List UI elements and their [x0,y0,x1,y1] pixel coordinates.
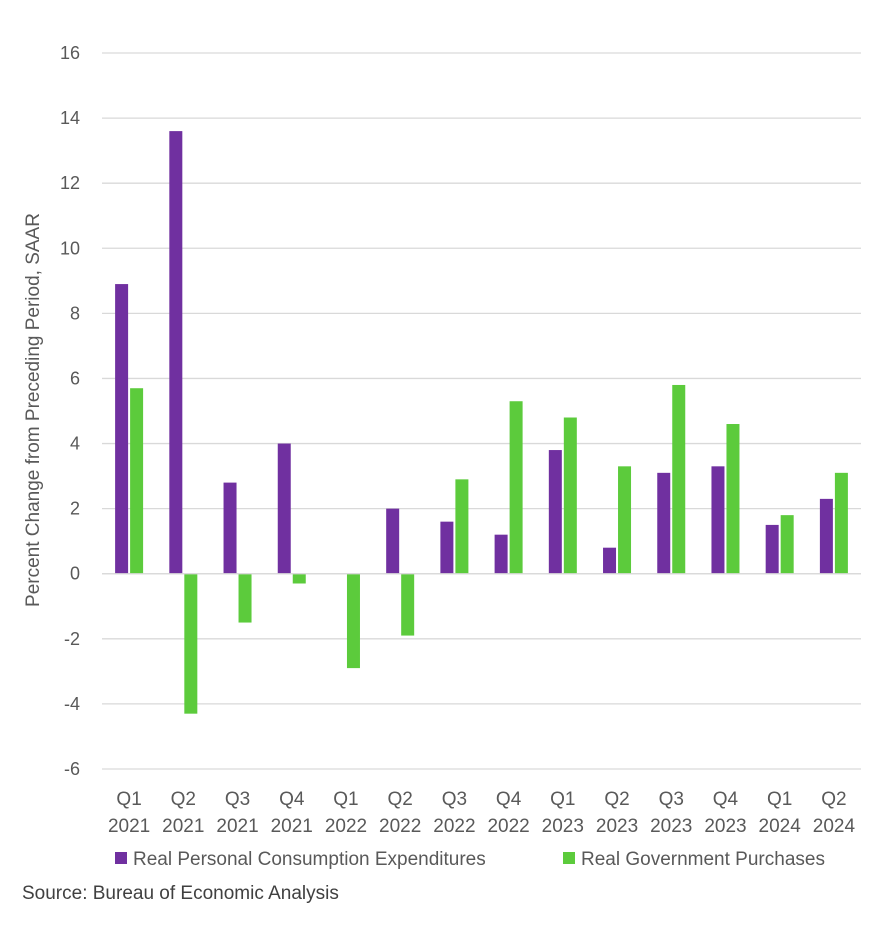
gov-bar [346,573,360,669]
gov-bar [618,466,632,574]
source-note: Source: Bureau of Economic Analysis [22,883,339,904]
x-axis-tick-labels: Q1 2021 Q2 2021 Q3 2021 Q4 2021 Q1 2022 Q2 2022 Q3 20… [108,789,855,837]
gov-bar [780,515,794,574]
legend: Real Personal Consumption Expenditures Re… [115,849,825,870]
gov-bar [672,384,686,574]
x-tick-label: Q1 2023 [542,789,584,837]
pce-bar [765,524,779,574]
x-tick-label: Q2 2024 [813,789,856,837]
pce-bar [277,443,291,574]
y-tick-label: 2 [70,499,80,519]
pce-bar [603,547,617,574]
x-tick-label: Q3 2022 [433,789,475,837]
gov-bar [455,479,469,574]
gov-bar [401,573,415,636]
gov-bar [726,424,740,574]
x-tick-label: Q2 2022 [379,789,421,837]
legend-swatch [115,852,127,864]
legend-label: Real Personal Consumption Expenditures [133,849,486,870]
gov-bar [563,417,577,574]
x-tick-label: Q1 2024 [759,789,802,837]
y-tick-label: 10 [60,238,80,258]
legend-label: Real Government Purchases [581,849,825,870]
x-tick-label: Q2 2023 [596,789,638,837]
bars [102,131,861,714]
gov-bar [184,573,198,714]
pce-bar [657,472,671,574]
gov-bar [834,472,848,574]
y-tick-label: 4 [70,434,80,454]
y-tick-label: 6 [70,368,80,388]
gov-bar [238,573,252,623]
legend-swatch [563,852,575,864]
pce-bar [169,131,183,574]
gov-bar [130,388,144,574]
gov-bar [509,401,523,574]
y-tick-label: 8 [70,303,80,323]
y-tick-label: -2 [64,629,80,649]
x-tick-label: Q2 2021 [162,789,204,837]
pce-bar [440,521,454,574]
x-tick-label: Q4 2021 [271,789,313,837]
pce-bar [115,284,129,574]
x-tick-label: Q4 2023 [704,789,746,837]
pce-bar [711,466,725,574]
gov-bar [292,573,306,584]
y-tick-label: -6 [64,759,80,779]
x-tick-label: Q3 2023 [650,789,692,837]
y-tick-label: 16 [60,43,80,63]
x-tick-label: Q1 2022 [325,789,367,837]
pce-bar [223,482,237,574]
y-tick-label: 14 [60,108,80,128]
pce-bar [494,534,508,574]
x-tick-label: Q1 2021 [108,789,150,837]
y-axis-tick-labels: 16 14 12 10 8 6 4 2 0 -2 -4 -6 [60,43,80,779]
y-axis-title: Percent Change from Preceding Period, SA… [23,213,44,607]
x-tick-label: Q4 2022 [487,789,529,837]
y-tick-label: 0 [70,564,80,584]
pce-bar [548,450,562,574]
y-tick-label: 12 [60,173,80,193]
y-tick-label: -4 [64,694,80,714]
gridlines [102,52,861,770]
x-tick-label: Q3 2021 [216,789,258,837]
pce-bar [819,498,833,574]
pce-bar [386,508,400,574]
